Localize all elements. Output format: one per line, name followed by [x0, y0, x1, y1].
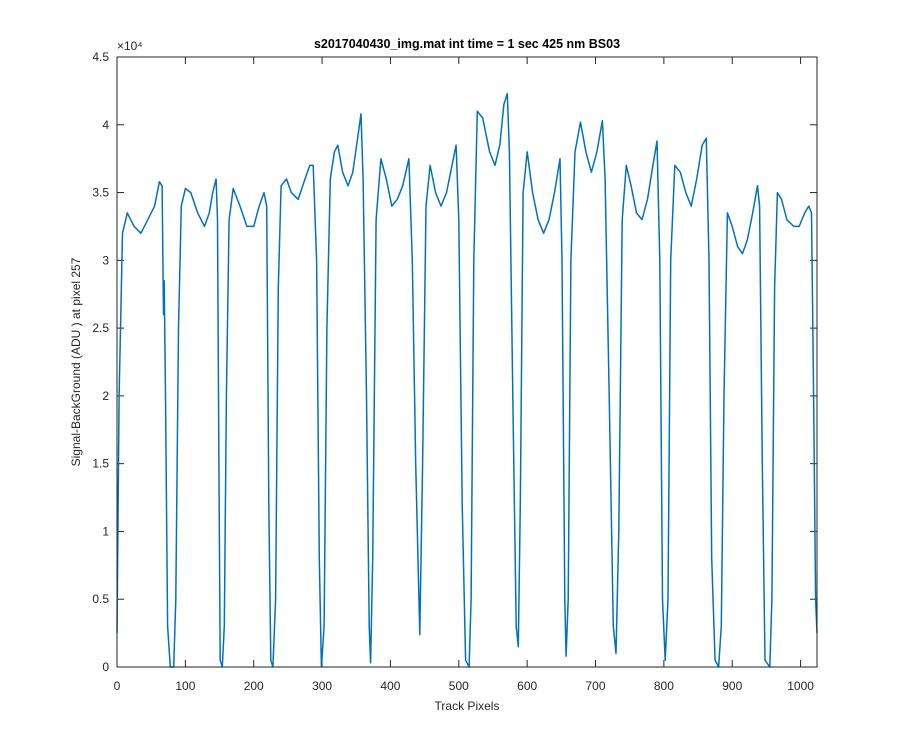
- data-line: [116, 92, 818, 668]
- x-tick-label: 0: [114, 679, 121, 693]
- y-tick-label: 4: [102, 118, 109, 132]
- chart-title: s2017040430_img.mat int time = 1 sec 425…: [314, 37, 620, 51]
- x-tick-label: 600: [517, 679, 537, 693]
- y-tick-label: 3: [102, 253, 109, 267]
- plot-frame: [116, 56, 818, 668]
- y-tick-label: 0.5: [92, 592, 109, 606]
- x-tick-label: 300: [312, 679, 332, 693]
- y-axis-label: Signal-BackGround (ADU ) at pixel 257: [69, 257, 83, 466]
- x-tick-label: 100: [175, 679, 195, 693]
- x-tick-label: 1000: [787, 679, 814, 693]
- x-tick-label: 800: [654, 679, 674, 693]
- y-tick-label: 0: [102, 660, 109, 674]
- x-axis-label: Track Pixels: [435, 699, 500, 713]
- y-tick-label: 3.5: [92, 186, 109, 200]
- y-tick-label: 2.5: [92, 321, 109, 335]
- y-tick-label: 1.5: [92, 457, 109, 471]
- x-tick-label: 700: [586, 679, 606, 693]
- y-exponent: ×10⁴: [117, 39, 143, 53]
- x-tick-label: 900: [722, 679, 742, 693]
- y-tick-label: 2: [102, 389, 109, 403]
- x-tick-label: 400: [380, 679, 400, 693]
- x-tick-label: 500: [449, 679, 469, 693]
- y-tick-label: 1: [102, 524, 109, 538]
- x-tick-label: 200: [244, 679, 264, 693]
- y-tick-label: 4.5: [92, 50, 109, 64]
